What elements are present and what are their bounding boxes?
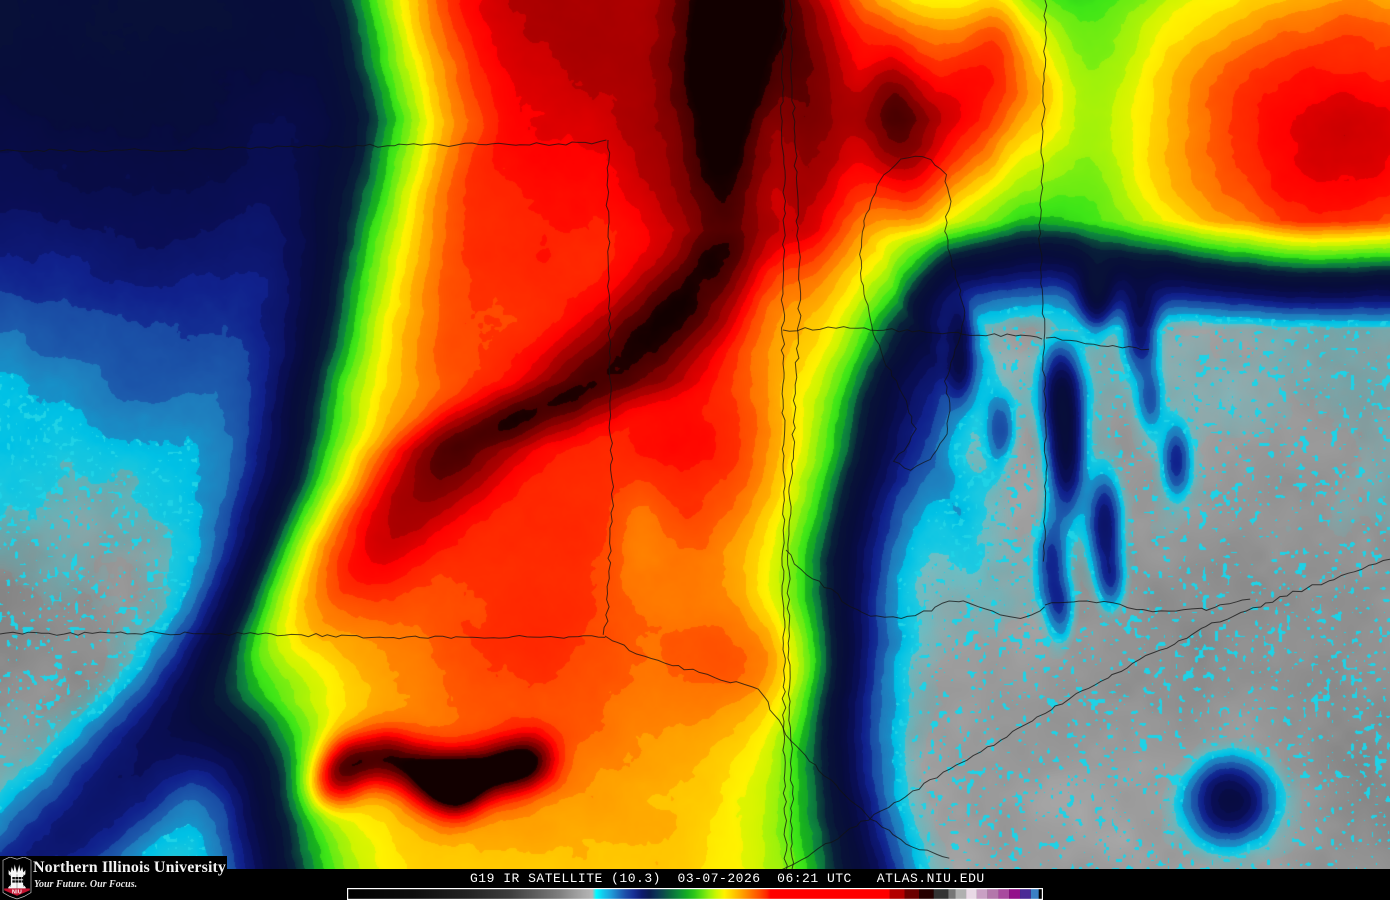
svg-text:NIU: NIU — [12, 889, 22, 895]
